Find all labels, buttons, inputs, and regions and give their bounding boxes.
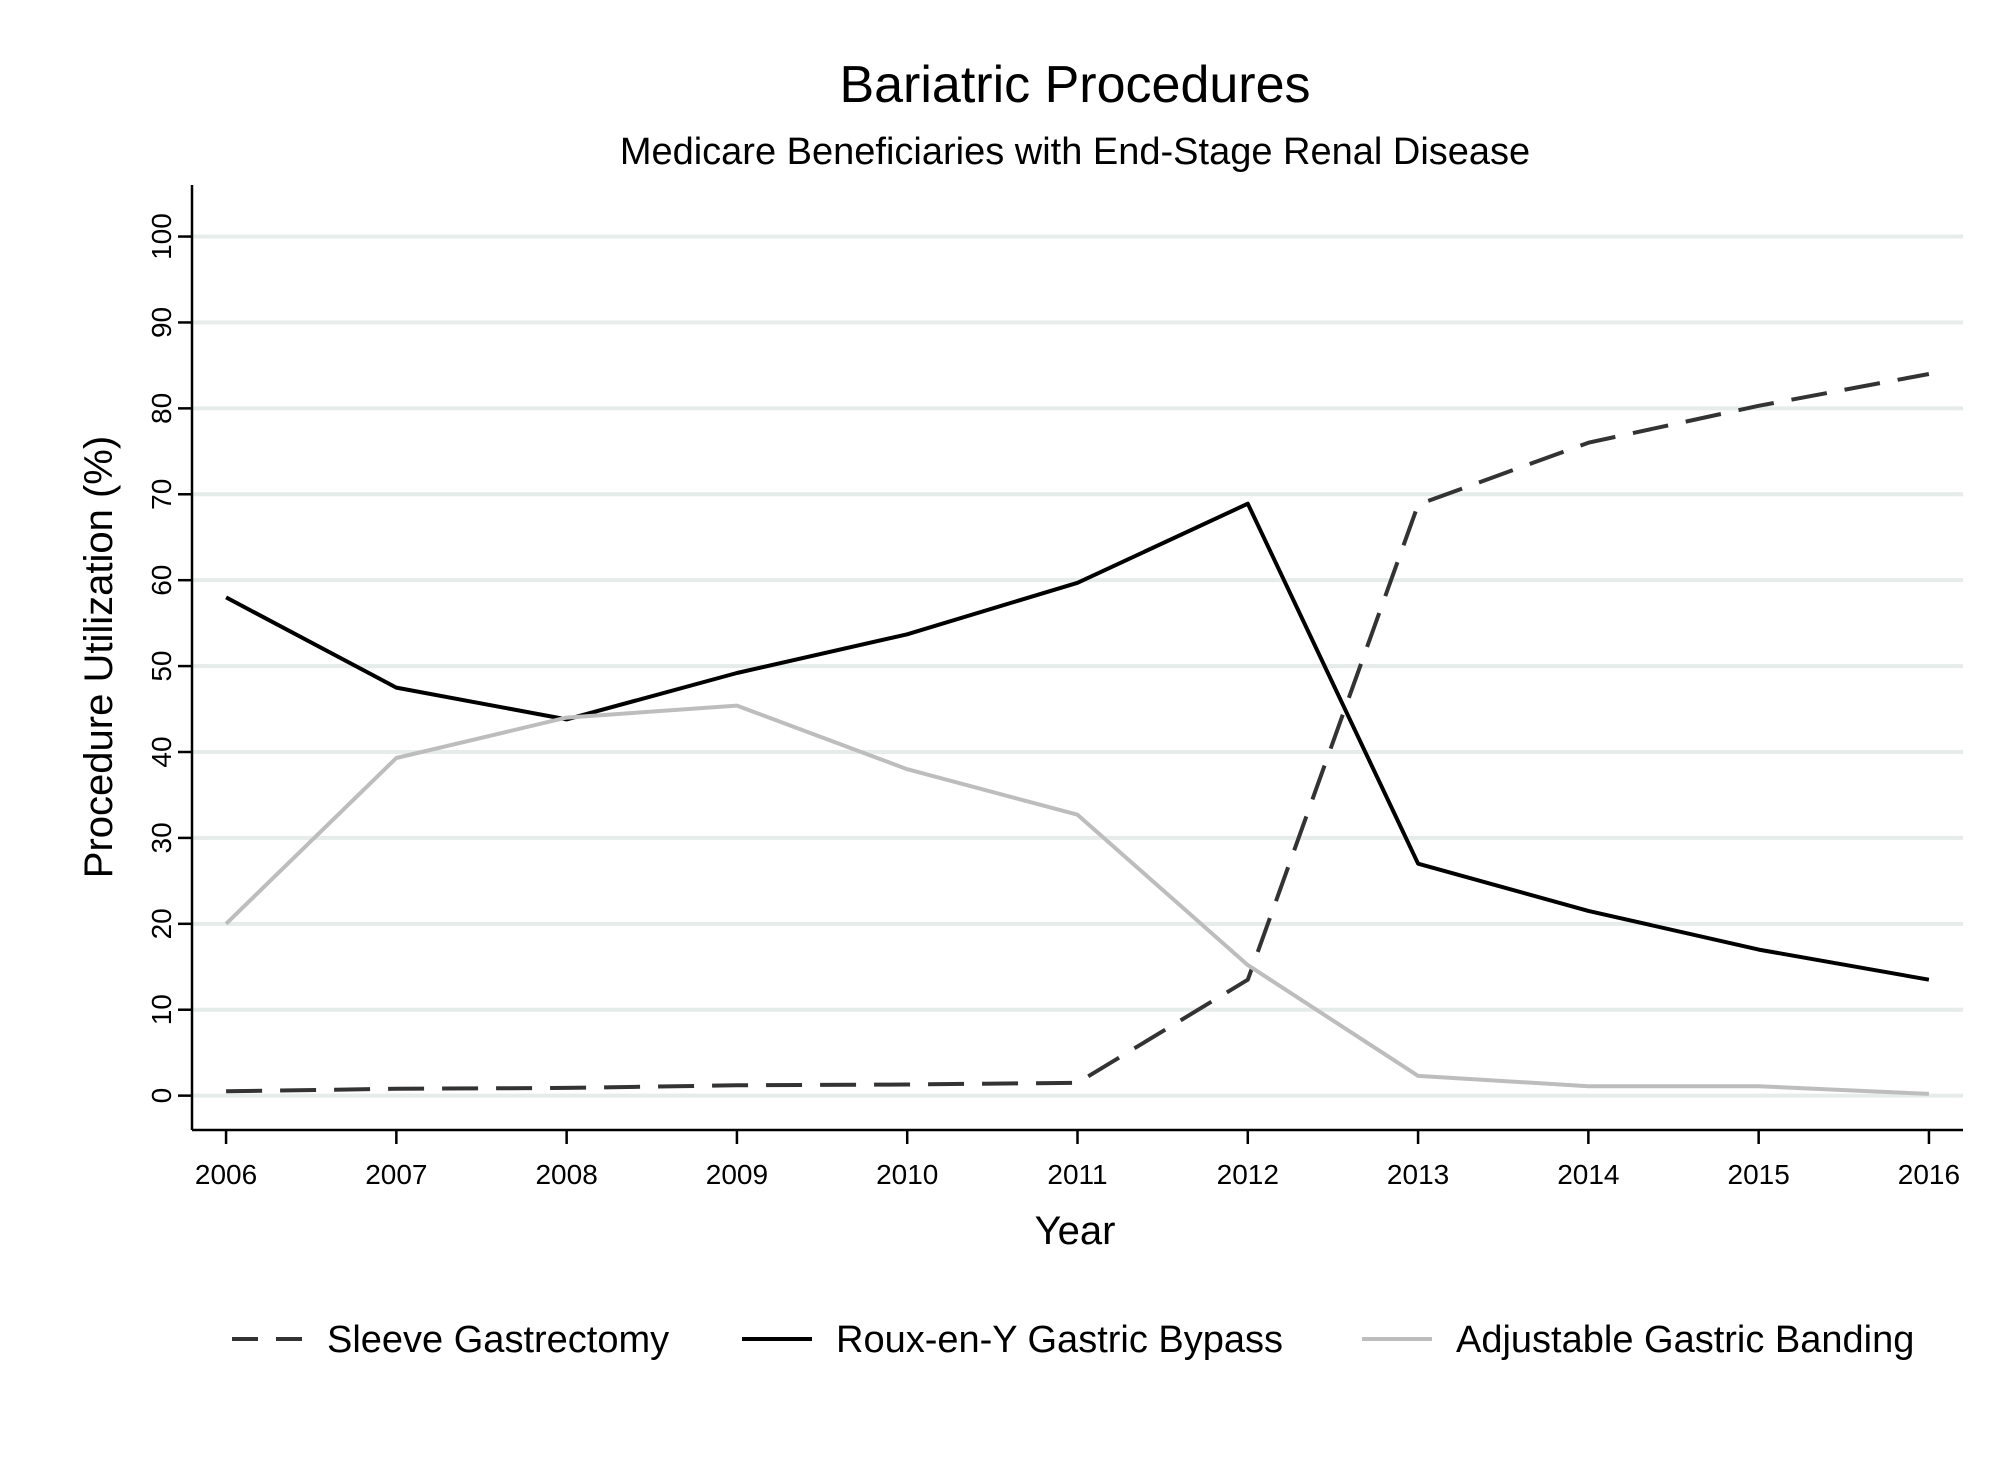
x-tick-label: 2016 bbox=[1898, 1159, 1960, 1190]
y-tick-label: 90 bbox=[146, 307, 177, 338]
y-tick-label: 80 bbox=[146, 393, 177, 424]
chart-title: Bariatric Procedures bbox=[839, 56, 1310, 114]
x-tick-label: 2012 bbox=[1217, 1159, 1279, 1190]
legend: Sleeve Gastrectomy Roux-en-Y Gastric Bypa… bbox=[232, 1319, 1914, 1361]
chart-subtitle: Medicare Beneficiaries with End-Stage Re… bbox=[620, 131, 1530, 173]
y-tick-label: 0 bbox=[146, 1088, 177, 1104]
x-tick-label: 2006 bbox=[195, 1159, 257, 1190]
legend-label-roux-en-y-gastric-bypass: Roux-en-Y Gastric Bypass bbox=[836, 1319, 1283, 1361]
y-tick-label: 30 bbox=[146, 822, 177, 853]
x-tick-label: 2007 bbox=[365, 1159, 427, 1190]
x-tick-label: 2011 bbox=[1047, 1159, 1107, 1190]
series-line-sleeve-gastrectomy bbox=[226, 372, 1930, 1094]
y-tick-label: 100 bbox=[146, 213, 177, 260]
series-line-adjustable-gastric-banding bbox=[224, 703, 1929, 1096]
series-line-roux-en-y-gastric-bypass bbox=[225, 501, 1930, 982]
y-tick-label: 50 bbox=[146, 651, 177, 682]
y-tick-label: 10 bbox=[146, 994, 177, 1025]
y-tick-label: 40 bbox=[146, 736, 177, 767]
x-tick-label: 2014 bbox=[1557, 1159, 1619, 1190]
y-tick-label: 70 bbox=[146, 479, 177, 510]
legend-label-sleeve-gastrectomy: Sleeve Gastrectomy bbox=[327, 1319, 669, 1361]
axes: 0 10 20 30 40 50 60 70 80 90 100 2006 2007 2008 2009 20… bbox=[146, 185, 1963, 1190]
x-tick-label: 2010 bbox=[876, 1159, 938, 1190]
x-axis-label: Year bbox=[1035, 1209, 1116, 1253]
x-tick-label: 2015 bbox=[1728, 1159, 1790, 1190]
gridlines bbox=[192, 234, 1963, 1098]
x-tick-label: 2013 bbox=[1387, 1159, 1449, 1190]
y-tick-label: 20 bbox=[146, 908, 177, 939]
y-tick-label: 60 bbox=[146, 565, 177, 596]
y-axis-label: Procedure Utilization (%) bbox=[77, 436, 121, 878]
series-lines bbox=[224, 372, 1930, 1096]
legend-label-adjustable-gastric-banding: Adjustable Gastric Banding bbox=[1456, 1319, 1914, 1361]
x-tick-label: 2009 bbox=[706, 1159, 768, 1190]
x-tick-label: 2008 bbox=[535, 1159, 597, 1190]
